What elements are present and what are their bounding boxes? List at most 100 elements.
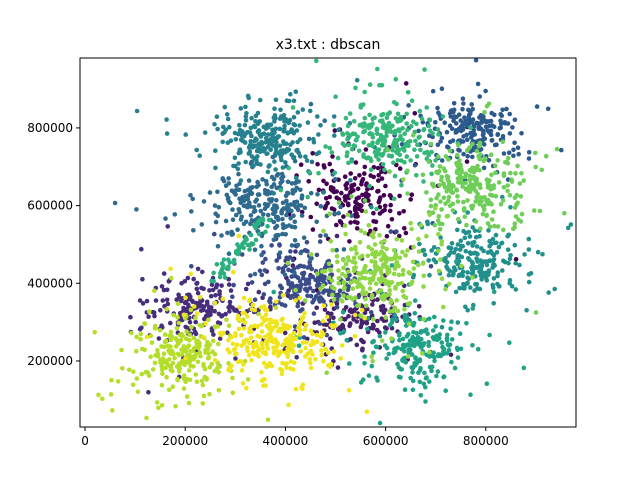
data-point [414,173,419,178]
data-point [244,385,249,391]
data-point [256,141,261,147]
data-point [464,320,469,326]
data-point [365,326,370,332]
data-point [328,267,333,273]
data-point [236,207,242,212]
data-point [407,139,413,144]
data-point [401,177,406,182]
data-point [262,304,267,309]
chart-title: x3.txt : dbscan [276,37,381,53]
data-point [173,344,179,349]
data-point [252,223,257,228]
data-point [405,248,410,253]
data-point [274,140,279,145]
data-point [273,97,279,103]
data-point [213,148,218,153]
data-point [448,352,454,358]
data-point [490,236,496,242]
data-point [211,270,216,276]
data-point [130,382,136,388]
data-point [323,233,329,238]
data-point [183,324,188,330]
data-point [495,273,500,279]
data-point [138,331,144,337]
data-point [460,269,466,275]
data-point [397,211,402,216]
data-point [484,381,490,387]
data-point [267,298,272,304]
data-point [292,181,298,186]
data-point [481,114,486,119]
data-point [436,214,442,219]
data-point [370,302,375,307]
data-point [418,329,424,334]
data-point [446,157,451,162]
data-point [139,246,144,252]
data-point [214,114,220,119]
data-point [512,242,518,248]
data-point [155,347,160,353]
data-point [242,320,248,326]
data-point [349,147,355,152]
data-point [371,219,376,224]
data-point [409,192,415,197]
data-point [423,399,428,404]
data-point [200,269,205,275]
data-point [334,305,340,310]
data-point [202,130,208,135]
data-point [193,300,199,306]
data-point [286,120,292,126]
data-point [178,361,183,367]
data-point [439,340,445,345]
data-point [441,181,446,186]
data-point [201,199,207,204]
data-point [320,283,326,288]
data-point [256,203,262,208]
data-point [491,209,496,214]
data-point [349,183,354,188]
data-point [177,338,183,344]
data-point [164,306,169,312]
data-point [457,253,462,259]
data-point [259,370,264,375]
data-point [369,204,374,210]
data-point [212,357,218,363]
data-point [435,218,441,223]
data-point [483,88,488,94]
data-point [300,275,306,281]
data-point [259,329,265,334]
data-point [465,210,471,215]
data-point [217,291,222,297]
data-point [275,353,281,359]
data-point [469,135,474,140]
data-point [346,202,351,208]
data-point [270,154,276,160]
data-point [395,308,401,314]
data-point [513,260,518,266]
data-point [201,363,206,369]
data-point [484,103,490,109]
data-point [189,298,195,304]
data-point [377,83,382,88]
data-point [377,266,382,272]
data-point [533,164,538,170]
data-point [408,197,414,202]
data-point [469,271,475,276]
data-point [518,219,524,224]
data-point [301,264,307,269]
data-point [347,111,353,116]
data-point [265,346,271,351]
data-point [479,120,485,125]
data-point [307,356,313,362]
data-point [361,140,367,145]
data-point [355,134,360,140]
data-point [230,231,236,237]
data-point [380,142,386,147]
data-point [526,272,532,277]
data-point [255,110,261,116]
data-point [481,142,487,147]
data-point [243,117,249,123]
data-point [194,311,200,316]
data-point [348,220,353,225]
data-point [470,243,475,248]
